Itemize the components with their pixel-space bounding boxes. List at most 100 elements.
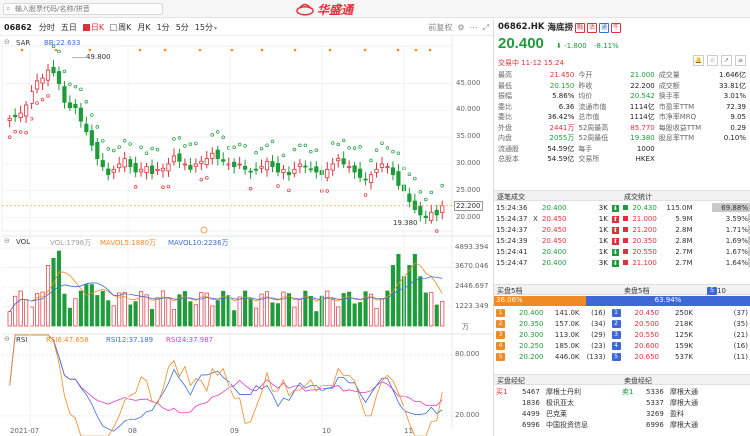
volume-bar — [363, 291, 368, 327]
candle-body — [429, 211, 434, 221]
quote-value: 1000 — [636, 144, 655, 153]
bid-price[interactable]: 20.300 — [519, 330, 544, 339]
sar-dot — [281, 153, 286, 158]
alert-bell-icon[interactable]: 🔔 — [693, 55, 704, 66]
price-change: ⬇ -1.800 — [556, 42, 587, 50]
sar-dot — [424, 197, 428, 202]
bid-title[interactable]: 买盘5档 — [497, 287, 523, 295]
trade-time: 15:24:37 — [496, 225, 528, 234]
sar-dot — [95, 125, 100, 129]
volume-bar — [281, 291, 286, 327]
share-icon[interactable]: ↗ — [721, 55, 732, 66]
period-tab[interactable]: 1分 — [157, 22, 170, 33]
rsi24-line — [9, 334, 443, 414]
trade-row: 15:24:37 X 20.450 1K ⬆ 21.000 5.9M 3.59% — [494, 213, 750, 224]
quote-value: 1114亿 — [629, 102, 655, 111]
bid-price[interactable]: 20.400 — [519, 308, 544, 317]
bid-price[interactable]: 20.250 — [519, 341, 544, 350]
ask-price[interactable]: 20.650 — [634, 352, 660, 361]
period-tab[interactable]: 分时 — [39, 22, 55, 33]
quote-value: 19.380 — [630, 134, 655, 143]
candle-body — [89, 130, 94, 146]
chart-area[interactable]: SAR ⊖ BB:22.633 VOL ⊖ VOL:1796万 MAVOL5:1880万 MA… — [0, 36, 493, 436]
period-tab[interactable]: 周K — [110, 22, 131, 33]
collapse-icon: ⊖ — [4, 237, 10, 245]
sell-broker-title[interactable]: 卖盘经纪 — [624, 377, 652, 385]
ask-price[interactable]: 20.600 — [634, 341, 660, 350]
ask-title[interactable]: 卖盘5档 — [624, 287, 650, 295]
ask-price[interactable]: 20.550 — [634, 330, 660, 339]
rsi6-line — [9, 334, 443, 436]
quote-table: 最高 21.450 今开 21.000 成交量 1.646亿 最低 20.150 昨收 22.20… — [496, 70, 748, 165]
bid-level: 2 — [494, 318, 507, 329]
period-tab[interactable]: 日K — [82, 22, 104, 33]
candle-body — [13, 114, 18, 118]
period-tab[interactable]: 五日 — [61, 22, 77, 33]
bid-price[interactable]: 20.200 — [519, 352, 544, 361]
settings-icon[interactable]: ⚙ — [457, 23, 465, 32]
date-axis-label: 10 — [322, 427, 331, 435]
candle-body — [336, 158, 341, 162]
volume-bar — [418, 276, 423, 327]
volume-bar — [215, 300, 220, 327]
trade-x — [531, 246, 540, 257]
stock-header: 06862.HK 海底捞 融沽通牛 — [498, 21, 622, 33]
search-box[interactable]: ⌕ — [3, 3, 163, 15]
period-tab[interactable]: 月K — [137, 22, 150, 33]
favorite-icon[interactable]: ☆ — [707, 55, 718, 66]
volume-bar — [352, 303, 357, 327]
quote-label: 总市值 — [578, 113, 600, 122]
trades-title[interactable]: 逐笔成交 — [497, 193, 525, 201]
quote-value: 20.542 — [630, 92, 655, 101]
event-marker — [396, 48, 400, 52]
price-axis-label: 40.000 — [456, 105, 481, 114]
quote-label: 振幅 — [498, 92, 512, 101]
stock-tag: 通 — [599, 22, 610, 33]
trade-stats-title[interactable]: 成交统计 — [624, 193, 652, 201]
buy-broker-title[interactable]: 买盘经纪 — [497, 377, 525, 385]
quote-label: 外盘 — [498, 123, 512, 132]
price-min-label: 19.380 — [393, 218, 418, 227]
volume-bar — [89, 284, 94, 327]
bid-price[interactable]: 20.350 — [519, 319, 544, 328]
brand: 华盛通 — [296, 1, 353, 17]
sar-value: BB:22.633 — [44, 39, 81, 47]
more-icon[interactable]: ⋯ — [469, 23, 478, 32]
candle-body — [418, 206, 423, 216]
candle-body — [357, 168, 363, 178]
broker-table: 买1 5467 摩根士丹利 卖1 5336 摩根大通 1836 极讯亚太 5337 摩根大通 449… — [494, 386, 750, 430]
orderbook-row: 3 20.300 113.0K (29) 3 20.550 125K (21) — [494, 329, 750, 340]
fullscreen-icon[interactable]: ⤢ — [482, 22, 489, 32]
more-menu-icon[interactable]: ≡ — [735, 55, 746, 66]
period-tab[interactable]: 5分 — [176, 22, 189, 33]
chart-svg[interactable] — [0, 36, 493, 436]
brand-logo-icon — [296, 3, 314, 16]
sell-broker-id: 6996 — [646, 420, 664, 429]
buy-broker-id: 5467 — [522, 387, 540, 396]
sar-dot — [40, 97, 45, 102]
adjust-select[interactable]: 前复权 — [428, 23, 453, 32]
candle-body — [270, 161, 275, 168]
volume-bar — [303, 290, 308, 327]
period-tab-label: 周K — [118, 22, 132, 32]
ask-price[interactable]: 20.450 — [634, 308, 660, 317]
candle-body — [51, 66, 56, 74]
ask-price[interactable]: 20.500 — [634, 319, 660, 328]
candle-body — [128, 159, 133, 168]
quote-label: 流通股 — [498, 144, 519, 153]
candle-body — [253, 168, 259, 171]
sar-dot — [270, 139, 275, 144]
ask-vol: 159K — [675, 341, 693, 350]
orderbook-pager[interactable]: 5 10 — [707, 286, 726, 295]
search-input[interactable] — [15, 4, 155, 14]
period-tab[interactable]: 15分 — [195, 22, 217, 33]
sar-dot — [84, 99, 89, 104]
candle-body — [352, 165, 357, 173]
quote-value: 54.59亿 — [547, 155, 575, 164]
sar-dot — [194, 141, 198, 146]
candle-body — [314, 166, 319, 173]
quote-row: 总股本 54.59亿 交易所 HKEX — [496, 154, 748, 165]
mavol10-line — [9, 276, 443, 312]
quote-label: 市盈率TTM — [658, 102, 695, 111]
orderbook-ratio-bar: 36.06% 63.94% — [494, 296, 750, 306]
